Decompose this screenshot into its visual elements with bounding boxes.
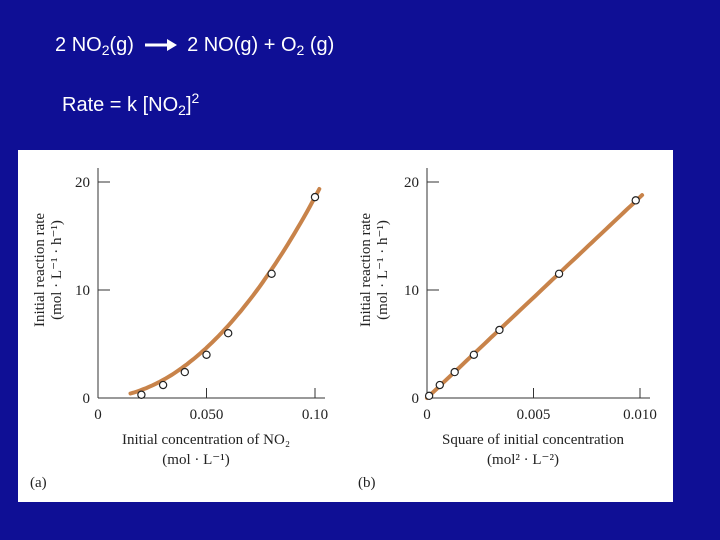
- rate-law-prefix: Rate = k [NO: [62, 94, 179, 116]
- data-point: [554, 269, 564, 279]
- data-point: [435, 380, 444, 390]
- y-tick-label: 20: [75, 175, 90, 191]
- x-tick-label: 0: [94, 407, 102, 423]
- x-tick-label: 0.050: [190, 407, 224, 423]
- y-axis-label: Initial reaction rate: [32, 213, 48, 327]
- y-tick-label: 0: [83, 391, 91, 407]
- rate-law: Rate = k [NO2]2: [62, 90, 199, 118]
- rate-law-exponent: 2: [191, 90, 200, 106]
- product-subscript: 2: [296, 42, 305, 58]
- y-axis-unit-label: (mol · L⁻¹ · h⁻¹): [49, 220, 65, 320]
- reaction-equation: 2 NO2(g) 2 NO(g) + O2 (g): [55, 34, 334, 58]
- reactant-species: NO: [71, 34, 102, 56]
- y-axis-unit-label: (mol · L⁻¹ · h⁻¹): [375, 220, 391, 320]
- data-point: [267, 269, 276, 279]
- data-point: [158, 380, 168, 390]
- x-axis-unit-label: (mol² · L⁻²): [487, 452, 559, 468]
- y-tick-label: 0: [412, 391, 420, 407]
- product-state: (g): [304, 34, 335, 56]
- reaction-arrow-icon: [144, 39, 177, 51]
- x-axis-unit-label: (mol · L⁻¹): [162, 452, 229, 468]
- data-point: [223, 328, 233, 338]
- rate-law-subscript: 2: [178, 102, 186, 118]
- data-point: [137, 390, 146, 399]
- fit-curve: [128, 187, 322, 396]
- y-tick-label: 20: [404, 175, 419, 191]
- x-tick-label: 0.010: [623, 407, 657, 423]
- panel-label: (a): [30, 475, 47, 491]
- x-axis-label: Square of initial concentration: [442, 432, 625, 448]
- y-axis-label: Initial reaction rate: [358, 213, 374, 327]
- reactant-subscript: 2: [101, 42, 110, 58]
- fit-curve: [425, 193, 645, 400]
- y-tick-label: 10: [404, 283, 419, 299]
- rate-law-close: ]: [185, 94, 192, 116]
- reactant-state: (g): [109, 34, 134, 56]
- product-text: 2 NO(g) + O: [187, 34, 297, 56]
- data-point: [631, 196, 640, 205]
- rate-law-figure: 0 10 20 0 0.050 0.10 Initial reaction rate (mol…: [18, 150, 673, 502]
- data-point: [310, 192, 320, 202]
- data-point: [469, 350, 479, 359]
- data-point: [180, 367, 189, 377]
- x-axis-label: Initial concentration of NO₂: [122, 432, 290, 448]
- data-point: [202, 350, 211, 359]
- data-point: [424, 391, 434, 401]
- data-point: [450, 367, 459, 377]
- data-point: [495, 325, 504, 335]
- reactant-coefficient: 2: [55, 34, 67, 56]
- x-tick-label: 0.005: [517, 407, 551, 423]
- panel-label: (b): [358, 475, 376, 491]
- x-tick-label: 0.10: [302, 407, 328, 423]
- y-tick-label: 10: [75, 283, 90, 299]
- x-tick-label: 0: [423, 407, 431, 423]
